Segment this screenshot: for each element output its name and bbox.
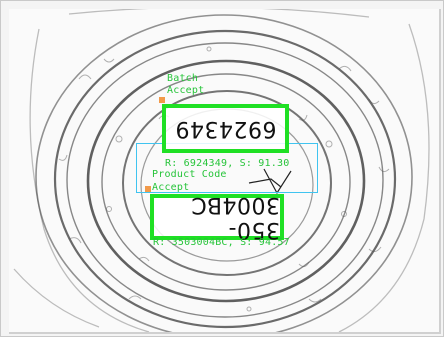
- product-code-ocr-box: 350-3004BC: [150, 192, 284, 242]
- product-code-result-label: R: 3503004BC, S: 94.57: [153, 237, 290, 248]
- batch-ocr-text: 6924349: [174, 116, 277, 141]
- batch-status-label: Accept: [167, 85, 205, 96]
- batch-title-label: Batch: [167, 73, 199, 84]
- product-code-status-label: Accept: [152, 182, 190, 193]
- bottle-cap-background: [9, 9, 439, 332]
- product-code-ocr-text: 350-3004BC: [190, 192, 280, 242]
- batch-anchor-marker: [159, 97, 165, 103]
- product-code-title-label: Product Code: [152, 169, 227, 180]
- batch-ocr-box: 6924349: [162, 104, 289, 153]
- inspection-image: Batch Accept 6924349 R: 6924349, S: 91.3…: [9, 9, 441, 334]
- product-code-anchor-marker: [145, 186, 151, 192]
- batch-result-label: R: 6924349, S: 91.30: [165, 158, 290, 169]
